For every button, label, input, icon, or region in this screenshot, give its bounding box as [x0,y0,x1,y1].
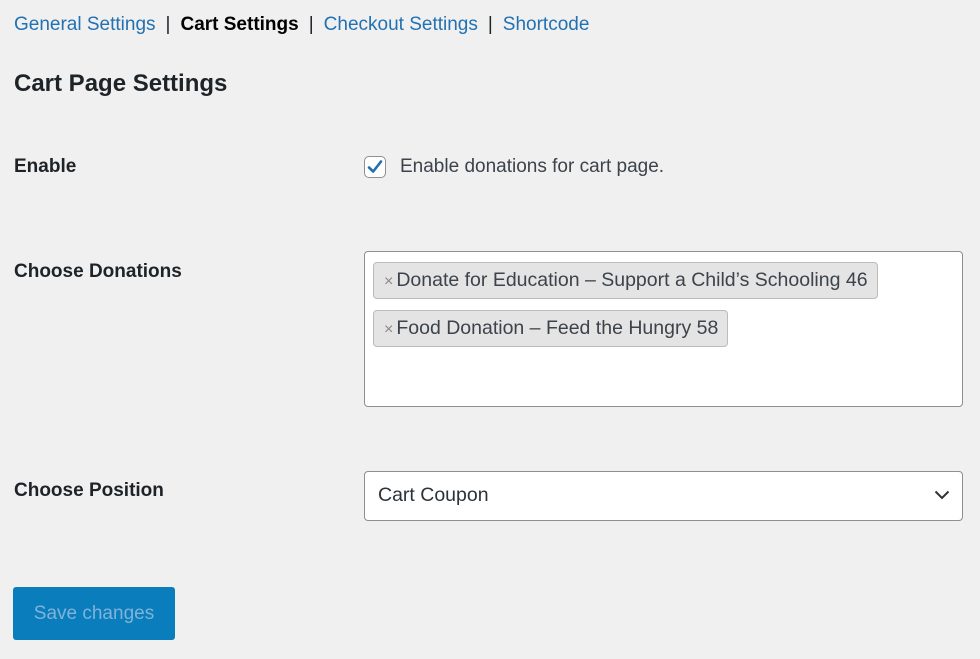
settings-tabs: General Settings | Cart Settings | Checkout … [14,14,589,36]
tab-cart-settings[interactable]: Cart Settings [180,14,299,35]
enable-donations-checkbox[interactable] [364,156,386,178]
tab-shortcode[interactable]: Shortcode [502,14,590,35]
enable-donations-label[interactable]: Enable donations for cart page. [400,156,665,177]
tab-separator: | [165,14,171,35]
tab-checkout-settings[interactable]: Checkout Settings [323,14,478,35]
donations-multiselect[interactable]: × Donate for Education – Support a Child’… [364,251,963,407]
tag-label: Donate for Education – Support a Child’s… [396,269,868,291]
save-changes-button[interactable]: Save changes [13,587,175,640]
choose-donations-label: Choose Donations [14,261,182,282]
chevron-down-icon [934,490,950,500]
checkmark-icon [367,160,383,173]
tab-separator: | [308,14,314,35]
selected-donation-tag: × Donate for Education – Support a Child’… [373,262,878,299]
selected-donation-tag: × Food Donation – Feed the Hungry 58 [373,310,729,347]
remove-icon[interactable]: × [384,273,394,290]
enable-label: Enable [14,156,77,177]
position-select[interactable]: Cart Coupon [364,471,963,521]
tag-label: Food Donation – Feed the Hungry 58 [396,317,719,339]
tab-general-settings[interactable]: General Settings [14,14,156,35]
choose-position-label: Choose Position [14,480,164,501]
tab-separator: | [487,14,493,35]
remove-icon[interactable]: × [384,321,394,338]
position-select-value: Cart Coupon [378,484,489,506]
page-title: Cart Page Settings [14,70,228,97]
